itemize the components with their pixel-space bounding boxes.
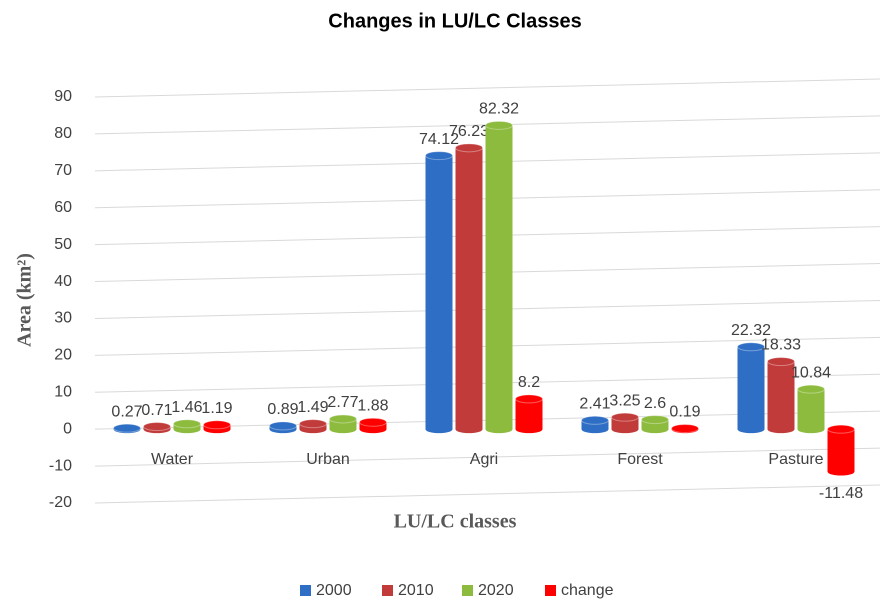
data-label: 2.6 — [644, 395, 666, 412]
bar-cap — [827, 424, 855, 434]
data-label: -11.48 — [819, 485, 863, 502]
bar-base — [797, 425, 825, 434]
data-label: 8.2 — [518, 374, 540, 391]
data-label: 22.32 — [731, 322, 771, 339]
bar — [767, 361, 795, 430]
data-label: 1.88 — [357, 397, 388, 414]
bar-base — [485, 425, 513, 434]
data-label: 1.49 — [297, 399, 328, 416]
bar — [737, 346, 765, 430]
grid-line — [94, 78, 881, 98]
bar-cap — [515, 394, 543, 404]
y-tick-label: 50 — [54, 236, 72, 253]
y-tick-label: 30 — [54, 310, 72, 327]
bar-cap — [611, 412, 639, 422]
y-tick-label: 90 — [54, 88, 72, 105]
x-axis-title: LU/LC classes — [394, 511, 517, 533]
legend-swatch — [300, 585, 311, 596]
data-label: 74.12 — [419, 131, 459, 148]
bar-cap — [671, 423, 699, 433]
data-label: 2.77 — [327, 394, 358, 411]
bar-base — [611, 425, 639, 434]
bar-base — [827, 467, 855, 476]
bar — [611, 417, 639, 430]
data-label: 82.32 — [479, 101, 519, 118]
legend-label: 2000 — [316, 582, 352, 599]
y-tick-label: -20 — [49, 494, 72, 511]
bar-cap — [113, 423, 141, 433]
bar-base — [581, 425, 609, 434]
y-tick-label: -10 — [49, 457, 72, 474]
data-label: 2.41 — [579, 396, 610, 413]
legend-label: change — [561, 582, 614, 599]
bar-cap — [143, 422, 171, 432]
bar-cap — [767, 357, 795, 367]
bar-cap — [299, 419, 327, 429]
bar-cap — [737, 342, 765, 352]
x-tick-label: Agri — [470, 451, 498, 468]
legend-label: 2020 — [478, 582, 514, 599]
bar-cap — [797, 384, 825, 394]
bar-base — [455, 425, 483, 434]
bar-cap — [581, 415, 609, 425]
bar-cap — [173, 419, 201, 429]
legend-swatch — [545, 585, 556, 596]
bar — [485, 125, 513, 430]
chart-title: Changes in LU/LC Classes — [328, 10, 581, 32]
legend-label: 2010 — [398, 582, 434, 599]
data-label: 18.33 — [761, 337, 801, 354]
bar-base — [515, 425, 543, 434]
bar-cap — [269, 421, 297, 431]
legend-swatch — [462, 585, 473, 596]
y-tick-label: 70 — [54, 162, 72, 179]
y-tick-label: 40 — [54, 273, 72, 290]
bar-cap — [455, 143, 483, 153]
bar-cap — [641, 415, 669, 425]
data-label: 3.25 — [609, 392, 640, 409]
x-tick-label: Urban — [306, 451, 350, 468]
grid-line — [94, 447, 881, 467]
bar — [455, 147, 483, 430]
data-label: 1.19 — [201, 400, 232, 417]
data-label: 10.84 — [791, 364, 831, 381]
y-tick-label: 20 — [54, 347, 72, 364]
x-tick-label: Forest — [617, 451, 663, 468]
bar — [827, 429, 855, 472]
data-label: 76.23 — [449, 123, 489, 140]
bar-cap — [329, 414, 357, 424]
data-label: 0.27 — [111, 403, 142, 420]
bar — [581, 420, 609, 430]
bar-base — [737, 425, 765, 434]
bar-base — [425, 425, 453, 434]
x-tick-label: Water — [151, 451, 194, 468]
bar-base — [359, 425, 387, 434]
data-label: 0.71 — [141, 402, 172, 419]
bar — [515, 398, 543, 430]
bar-cap — [485, 120, 513, 130]
y-axis-title: Area (km²) — [14, 253, 36, 347]
bar — [329, 418, 357, 430]
y-tick-label: 0 — [63, 420, 72, 437]
bar-base — [329, 425, 357, 434]
grid-line — [94, 484, 881, 504]
bar-cap — [425, 151, 453, 161]
bar-cap — [359, 417, 387, 427]
bar-base — [641, 425, 669, 434]
bar-base — [767, 425, 795, 434]
legend-swatch — [382, 585, 393, 596]
bar — [641, 419, 669, 430]
x-tick-label: Pasture — [768, 451, 823, 468]
bar — [797, 389, 825, 430]
bar-base — [299, 425, 327, 434]
bar-cap — [203, 420, 231, 430]
y-tick-label: 10 — [54, 383, 72, 400]
data-label: 0.19 — [669, 404, 700, 421]
y-tick-label: 80 — [54, 125, 72, 142]
bar — [425, 155, 453, 430]
data-label: 1.46 — [171, 399, 202, 416]
y-tick-label: 60 — [54, 199, 72, 216]
data-label: 0.89 — [267, 401, 298, 418]
